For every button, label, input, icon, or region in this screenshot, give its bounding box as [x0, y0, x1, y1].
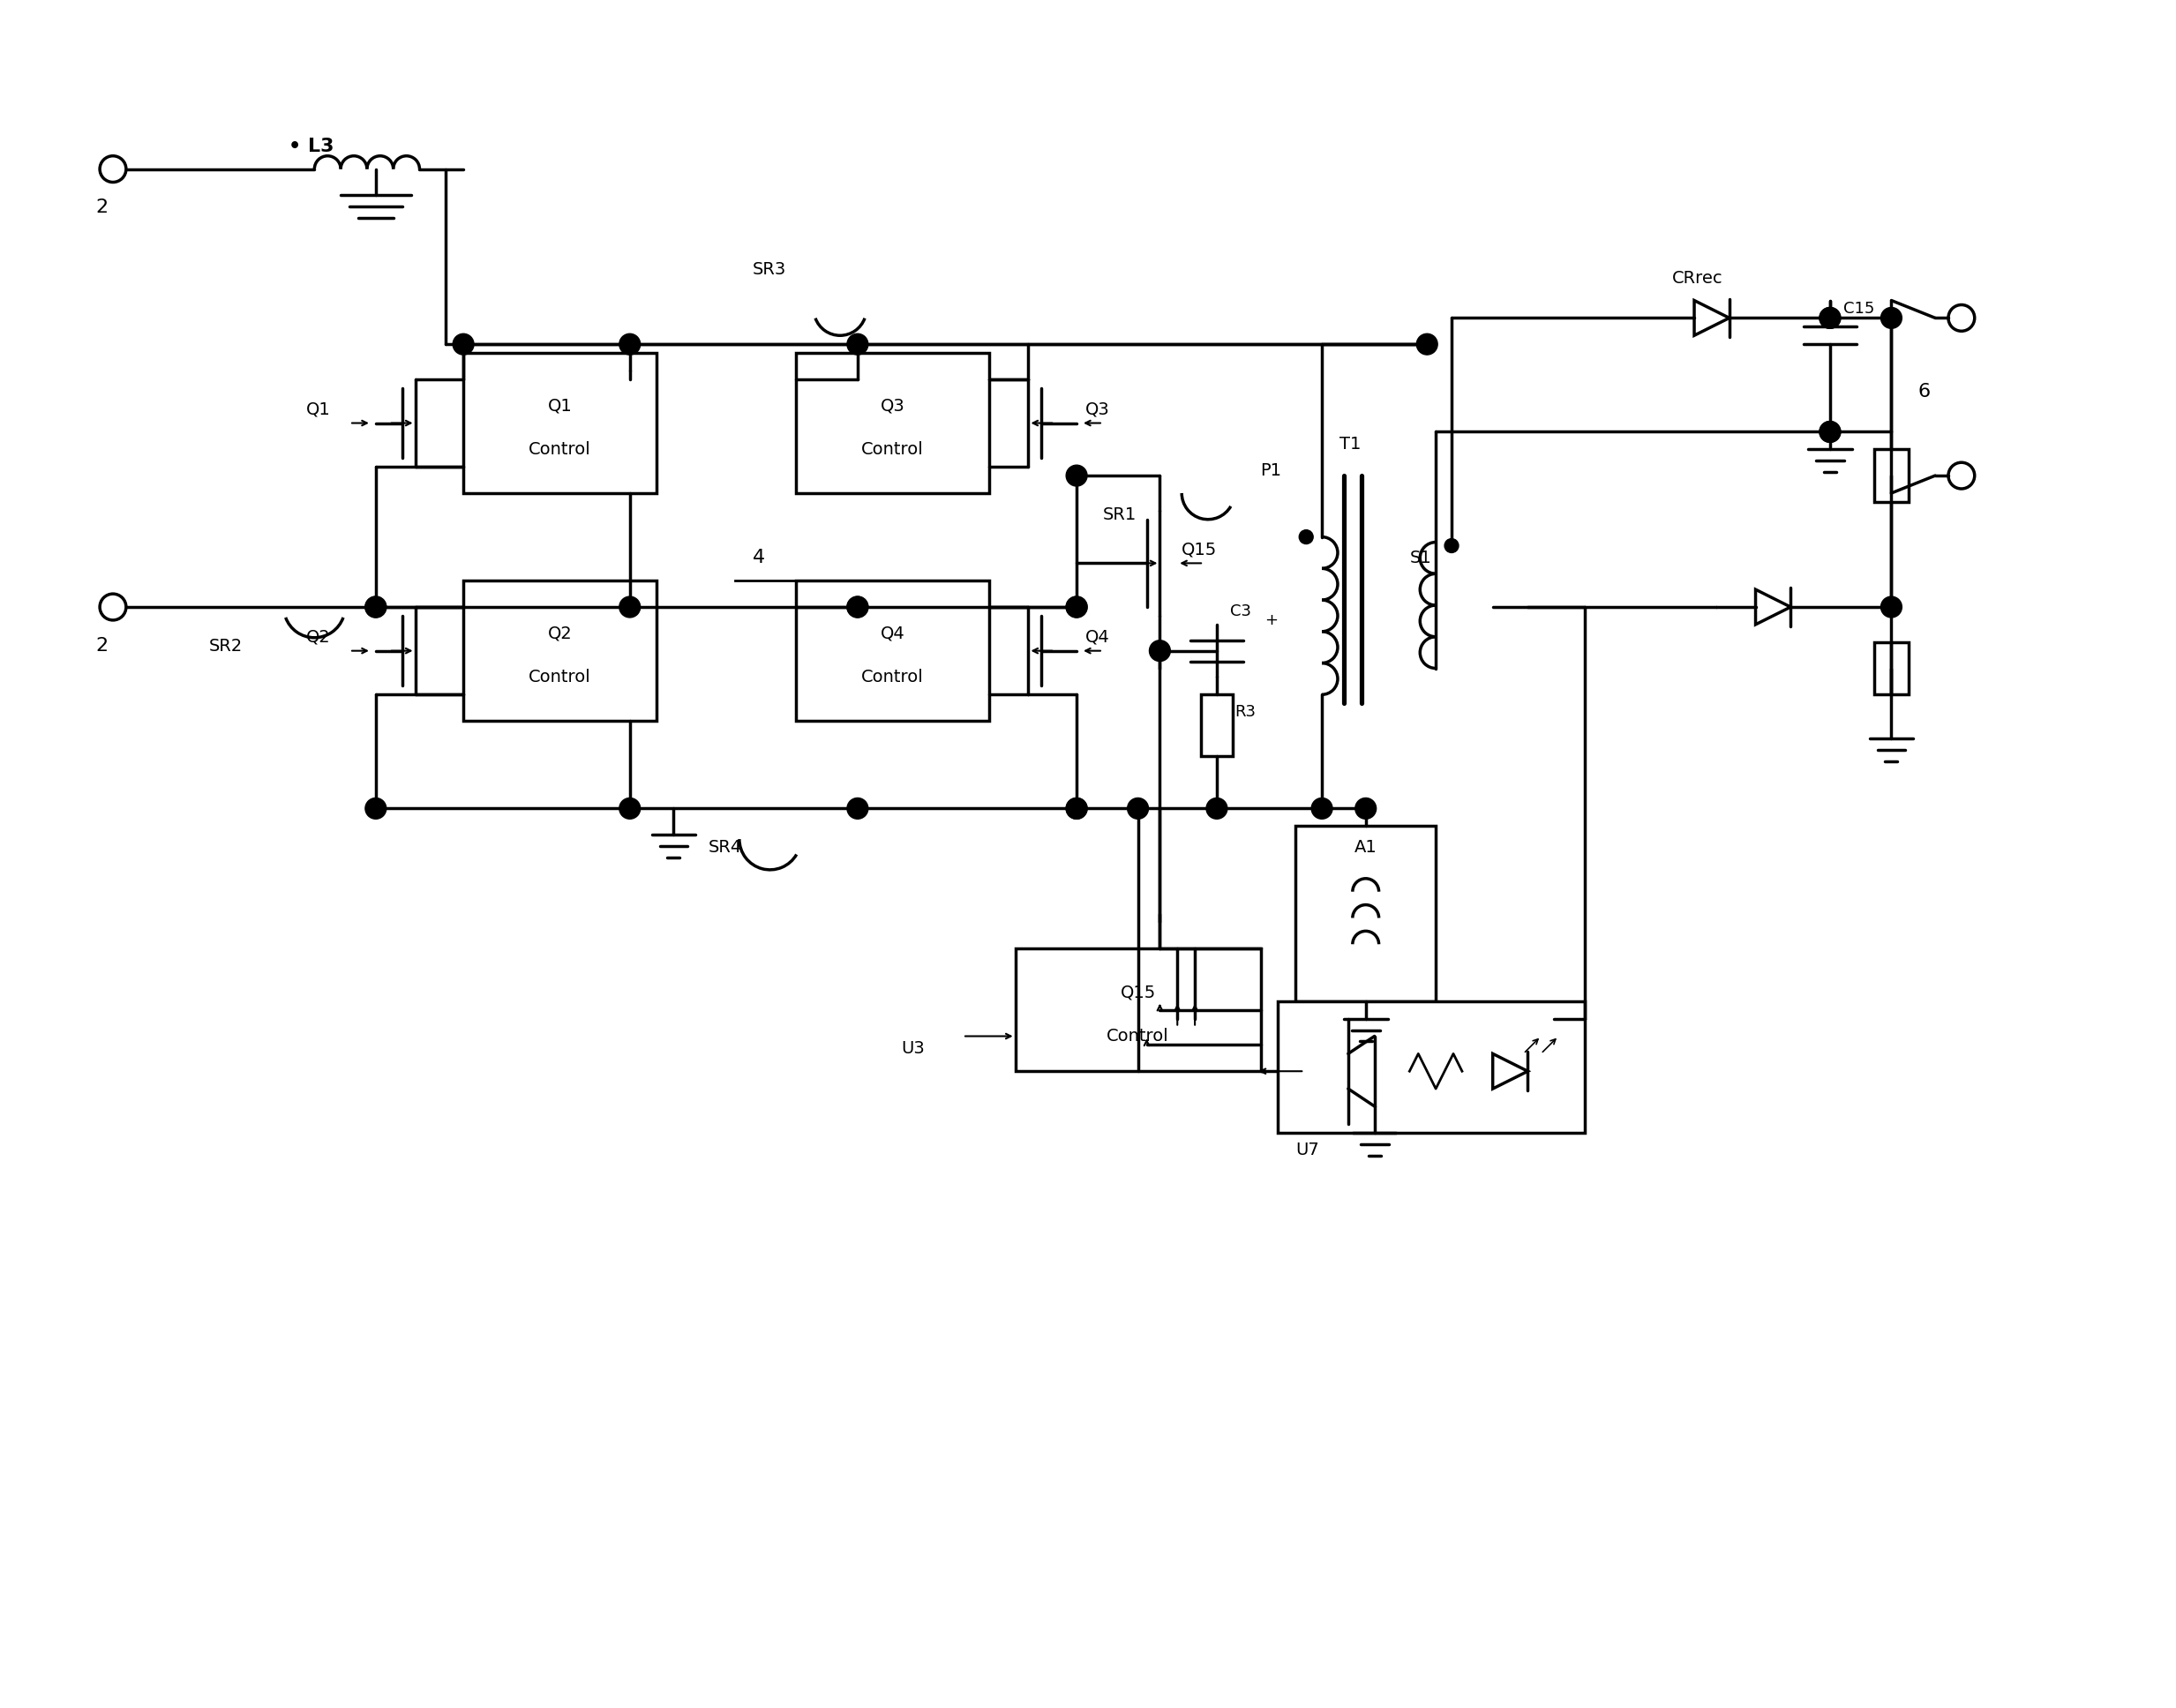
Circle shape — [366, 798, 387, 818]
FancyBboxPatch shape — [1201, 695, 1232, 757]
Text: Q4: Q4 — [1086, 629, 1110, 646]
Text: Control: Control — [1108, 1028, 1169, 1045]
Text: Q1: Q1 — [548, 398, 572, 413]
FancyBboxPatch shape — [1874, 642, 1908, 695]
FancyBboxPatch shape — [1277, 1001, 1584, 1132]
Circle shape — [366, 596, 387, 618]
Text: Q3: Q3 — [1086, 401, 1110, 418]
Text: SR4: SR4 — [709, 839, 742, 856]
Text: 6: 6 — [1917, 383, 1930, 400]
Text: U7: U7 — [1295, 1141, 1319, 1158]
Text: C15: C15 — [1843, 301, 1874, 318]
Circle shape — [1066, 798, 1088, 818]
Text: 4: 4 — [753, 548, 766, 567]
Circle shape — [1066, 465, 1088, 487]
Circle shape — [620, 596, 640, 618]
Circle shape — [1880, 307, 1902, 328]
FancyBboxPatch shape — [463, 354, 657, 494]
Circle shape — [1819, 422, 1841, 442]
Circle shape — [1417, 333, 1438, 355]
Circle shape — [1356, 798, 1375, 818]
Text: Q2: Q2 — [548, 625, 572, 642]
Text: Control: Control — [862, 441, 925, 458]
Circle shape — [1819, 307, 1841, 328]
Text: P1: P1 — [1260, 463, 1282, 480]
Circle shape — [1066, 798, 1088, 818]
Circle shape — [846, 333, 868, 355]
FancyBboxPatch shape — [463, 581, 657, 721]
Circle shape — [1149, 640, 1171, 661]
Circle shape — [1299, 529, 1312, 543]
Text: • L3: • L3 — [287, 137, 333, 155]
Text: S1: S1 — [1410, 550, 1432, 567]
Text: T1: T1 — [1340, 436, 1360, 453]
Text: SR3: SR3 — [753, 261, 786, 278]
Circle shape — [620, 333, 640, 355]
Text: R3: R3 — [1234, 704, 1256, 721]
Text: Q3: Q3 — [881, 398, 905, 413]
Circle shape — [620, 798, 640, 818]
FancyBboxPatch shape — [796, 354, 990, 494]
FancyBboxPatch shape — [1016, 948, 1260, 1071]
Circle shape — [846, 596, 868, 618]
Circle shape — [1066, 596, 1088, 618]
Text: A1: A1 — [1353, 839, 1377, 856]
Text: Q4: Q4 — [881, 625, 905, 642]
Text: Q2: Q2 — [305, 629, 331, 646]
Text: 2: 2 — [96, 637, 109, 654]
Circle shape — [1445, 538, 1458, 553]
Circle shape — [846, 596, 868, 618]
Text: Q15: Q15 — [1182, 541, 1216, 559]
Text: CRrec: CRrec — [1673, 270, 1723, 287]
Text: Q1: Q1 — [305, 401, 331, 418]
Text: C3: C3 — [1229, 603, 1251, 620]
Circle shape — [1312, 798, 1332, 818]
Circle shape — [1206, 798, 1227, 818]
Circle shape — [1819, 307, 1841, 328]
Text: SR1: SR1 — [1103, 506, 1136, 523]
Circle shape — [846, 798, 868, 818]
Circle shape — [366, 596, 387, 618]
FancyBboxPatch shape — [1874, 449, 1908, 502]
Circle shape — [453, 333, 474, 355]
Text: 2: 2 — [96, 198, 109, 217]
Circle shape — [1880, 596, 1902, 618]
Text: U3: U3 — [901, 1040, 925, 1057]
Text: Control: Control — [529, 441, 592, 458]
Text: Control: Control — [862, 670, 925, 685]
Circle shape — [1066, 596, 1088, 618]
Text: +: + — [1887, 309, 1900, 326]
FancyBboxPatch shape — [1295, 827, 1436, 1001]
Text: SR2: SR2 — [209, 637, 244, 654]
Circle shape — [1127, 798, 1149, 818]
Text: Q15: Q15 — [1121, 984, 1155, 1001]
Text: Control: Control — [529, 670, 592, 685]
FancyBboxPatch shape — [796, 581, 990, 721]
Text: +: + — [1264, 611, 1277, 629]
Circle shape — [1819, 422, 1841, 442]
